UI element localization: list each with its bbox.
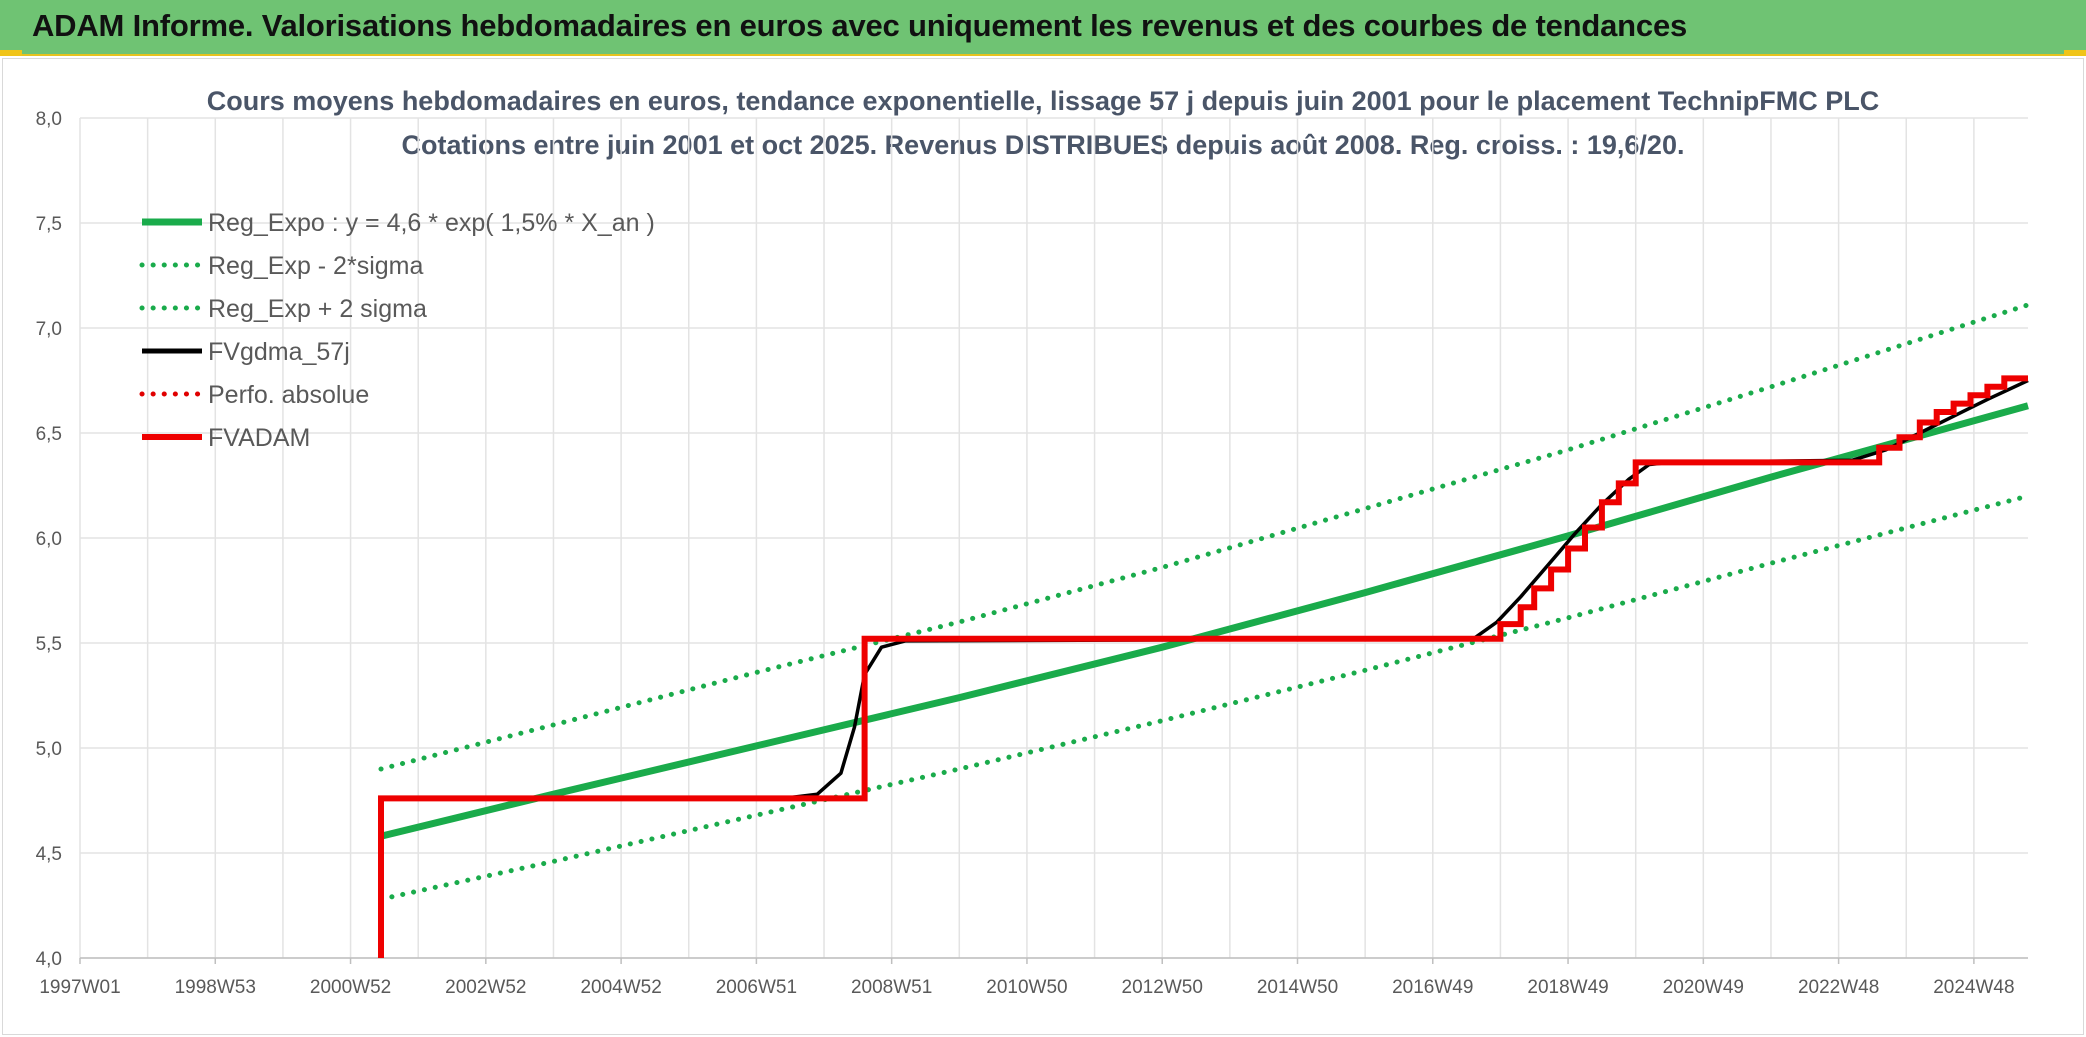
y-tick-label: 6,5 xyxy=(36,424,62,445)
series-line-3 xyxy=(379,378,2029,959)
x-tick-label: 2014W50 xyxy=(1257,977,1338,998)
x-tick-label: 2012W50 xyxy=(1122,977,1203,998)
chart-area xyxy=(2,58,2084,1035)
y-tick-label: 8,0 xyxy=(36,109,62,130)
y-tick-label: 5,5 xyxy=(36,634,62,655)
x-tick-label: 2024W48 xyxy=(1933,977,2014,998)
corner-mark-left xyxy=(0,50,22,56)
y-tick-label: 4,0 xyxy=(36,949,62,970)
chart-title: Cours moyens hebdomadaires en euros, ten… xyxy=(206,86,1880,116)
legend-label-0: Reg_Expo : y = 4,6 * exp( 1,5% * X_an ) xyxy=(208,209,655,237)
corner-mark-right xyxy=(2064,50,2086,56)
report-title: ADAM Informe. Valorisations hebdomadaire… xyxy=(32,8,1688,43)
legend-label-3: FVgdma_57j xyxy=(208,338,350,366)
legend-label-4: Perfo. absolue xyxy=(208,381,369,409)
chart-grid xyxy=(79,117,2028,959)
series-line-2 xyxy=(378,302,2031,772)
x-tick-label: 2016W49 xyxy=(1392,977,1473,998)
legend-label-2: Reg_Exp + 2 sigma xyxy=(208,295,427,323)
report-header: ADAM Informe. Valorisations hebdomadaire… xyxy=(0,0,2086,56)
legend-label-1: Reg_Exp - 2*sigma xyxy=(208,252,423,280)
series-line-1 xyxy=(378,493,2031,902)
legend-label-5: FVADAM xyxy=(208,424,310,452)
y-tick-label: 7,5 xyxy=(36,214,62,235)
y-tick-label: 7,0 xyxy=(36,319,62,340)
chart-series xyxy=(378,302,2031,959)
y-tick-label: 5,0 xyxy=(36,739,62,760)
x-tick-label: 2002W52 xyxy=(445,977,526,998)
series-line-5 xyxy=(378,375,2028,958)
x-tick-label: 2006W51 xyxy=(716,977,797,998)
y-tick-label: 6,0 xyxy=(36,529,62,550)
y-tick-label: 4,5 xyxy=(36,844,62,865)
chart-axes: 4,0 4,5 5,0 5,5 6,0 6,5 7,0 7,5 8,0 1997W01 1998W5… xyxy=(36,109,2028,998)
chart-subtitle: Cotations entre juin 2001 et oct 2025. R… xyxy=(401,130,1685,160)
series-line-0 xyxy=(380,402,2029,840)
x-tick-label: 2004W52 xyxy=(580,977,661,998)
x-tick-label: 2010W50 xyxy=(986,977,1067,998)
x-tick-label: 2020W49 xyxy=(1663,977,1744,998)
x-tick-label: 2018W49 xyxy=(1527,977,1608,998)
x-tick-label: 1997W01 xyxy=(39,977,120,998)
x-tick-label: 1998W53 xyxy=(175,977,256,998)
x-tick-label: 2008W51 xyxy=(851,977,932,998)
x-tick-label: 2000W52 xyxy=(310,977,391,998)
x-tick-label: 2022W48 xyxy=(1798,977,1879,998)
chart-legend: Reg_Expo : y = 4,6 * exp( 1,5% * X_an ) R… xyxy=(139,209,655,452)
